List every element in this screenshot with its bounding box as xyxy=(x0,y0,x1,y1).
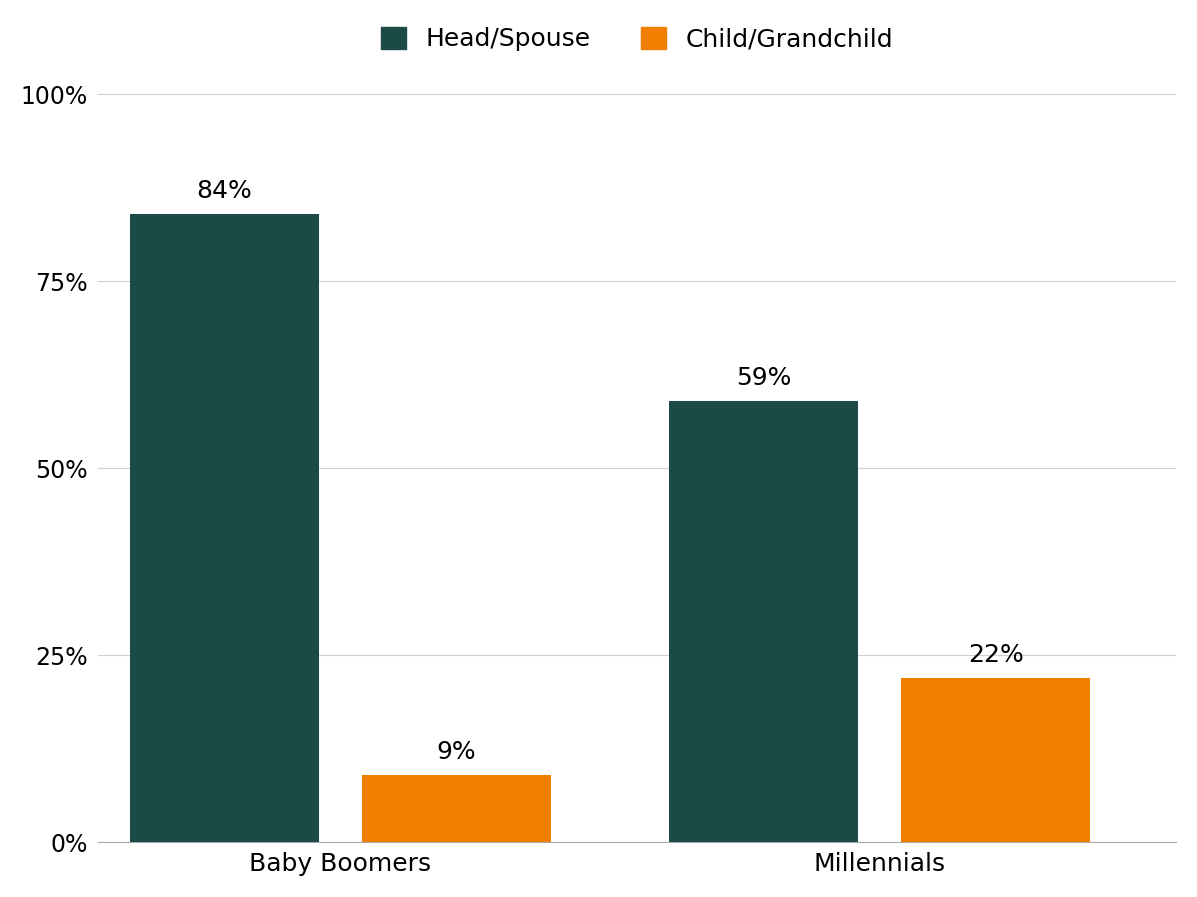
Text: 84%: 84% xyxy=(196,179,253,203)
Bar xyxy=(901,678,1090,842)
Text: 59%: 59% xyxy=(736,366,791,389)
Bar xyxy=(130,213,318,842)
Legend: Head/Spouse, Child/Grandchild: Head/Spouse, Child/Grandchild xyxy=(369,14,906,64)
Text: 9%: 9% xyxy=(437,740,476,764)
Text: 22%: 22% xyxy=(967,642,1023,666)
Bar xyxy=(361,775,551,842)
Bar xyxy=(669,401,858,842)
